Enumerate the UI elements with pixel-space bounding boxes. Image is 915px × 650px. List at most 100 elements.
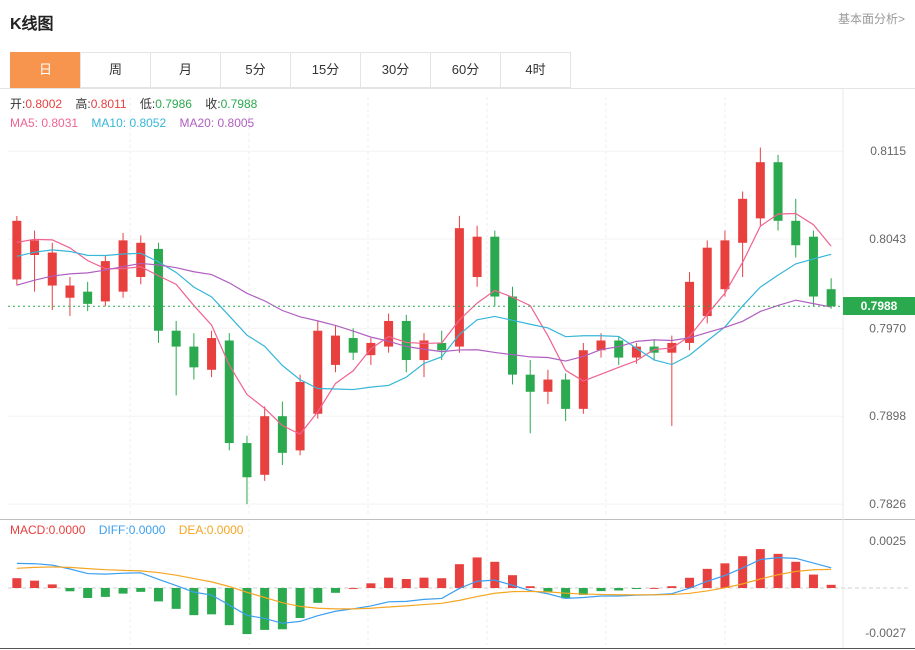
candle-body [384, 320, 394, 347]
tab-15min[interactable]: 15分 [290, 52, 361, 88]
candle-body [543, 379, 553, 392]
macd-histogram-bar [685, 577, 695, 588]
macd-histogram-bar [596, 588, 606, 592]
macd-histogram-bar [136, 588, 146, 592]
last-price-tag: 0.7988 [843, 297, 915, 316]
dea-value: 0.0000 [206, 523, 244, 537]
ma5-label: MA5: [10, 116, 39, 130]
tab-30min[interactable]: 30分 [360, 52, 431, 88]
tab-week[interactable]: 周 [80, 52, 151, 88]
macd-chart[interactable]: 0.0025 -0.0027 [0, 519, 915, 649]
macd-histogram-bar [118, 588, 128, 594]
close-label: 收: [205, 97, 221, 111]
tab-day[interactable]: 日 [10, 52, 81, 88]
tab-month[interactable]: 月 [150, 52, 221, 88]
interval-tabbar: 日 周 月 5分 15分 30分 60分 4时 [10, 52, 915, 88]
candle-body [578, 350, 588, 409]
macd-histogram-bar [330, 588, 340, 593]
macd-histogram-bar [508, 575, 518, 588]
macd-histogram-bar [153, 588, 163, 602]
candle-body [295, 382, 305, 451]
ma10-value: 0.8052 [129, 116, 167, 130]
macd-histogram-bar [47, 584, 57, 588]
candle-body [738, 198, 748, 243]
macd-label: MACD: [10, 523, 49, 537]
low-label: 低: [139, 97, 156, 111]
macd-histogram-bar [242, 588, 252, 635]
diff-label: DIFF: [98, 523, 129, 537]
macd-histogram-bar [808, 574, 818, 588]
macd-histogram-bar [791, 561, 801, 588]
ma20-line [16, 262, 832, 362]
candle-body [330, 335, 340, 365]
macd-histogram-bar [490, 561, 500, 588]
ma10-label: MA10: [91, 116, 127, 130]
price-axis-tick: 0.7898 [869, 409, 906, 423]
candle-body [401, 320, 411, 361]
candle-body [631, 346, 641, 358]
low-value: 0.7986 [155, 97, 192, 111]
price-axis-tick: 0.7970 [869, 321, 906, 335]
macd-histogram-bar [189, 588, 199, 616]
chart-area: 开:0.8002 高:0.8011 低:0.7986 收:0.7988 MA5:… [0, 88, 915, 649]
candle-body [100, 261, 110, 302]
macd-histogram-bar [12, 578, 22, 588]
candle-body [65, 285, 75, 298]
macd-histogram-bar [83, 588, 93, 598]
macd-histogram-bar [401, 579, 411, 588]
candle-body [12, 220, 22, 280]
open-value: 0.8002 [25, 97, 63, 111]
diff-value: 0.0000 [128, 523, 166, 537]
macd-histogram-bar [454, 564, 464, 588]
candle-body [277, 416, 287, 453]
price-axis-tick: 0.8043 [869, 232, 906, 246]
macd-histogram-bar [366, 583, 376, 588]
candle-body [808, 236, 818, 297]
close-value: 0.7988 [220, 97, 258, 111]
candle-body [47, 252, 57, 286]
candle-body [30, 240, 40, 256]
high-value: 0.8011 [90, 97, 127, 111]
macd-histogram-bar [348, 587, 358, 589]
page-title: K线图 [10, 16, 54, 33]
macd-histogram-bar [295, 588, 305, 618]
macd-histogram-bar [65, 588, 75, 592]
candle-body [826, 289, 836, 307]
tab-5min[interactable]: 5分 [220, 52, 291, 88]
candle-body [596, 340, 606, 351]
candle-body [136, 242, 146, 277]
macd-histogram-bar [207, 588, 217, 615]
ma20-label: MA20: [179, 116, 215, 130]
candle-body [720, 240, 730, 290]
macd-histogram-bar [667, 586, 677, 588]
tab-60min[interactable]: 60分 [430, 52, 501, 88]
candle-body [153, 248, 163, 331]
macd-histogram-bar [419, 577, 429, 588]
macd-histogram-bar [649, 587, 659, 589]
fundamental-analysis-link[interactable]: 基本面分析> [837, 12, 905, 26]
macd-axis-tick: 0.0025 [869, 534, 906, 548]
candle-body [189, 346, 199, 368]
macd-histogram-bar [755, 549, 765, 588]
ma5-line [16, 212, 832, 436]
candle-body [755, 162, 765, 219]
ma-readout: MA5: 0.8031 MA10: 0.8052 MA20: 0.8005 [10, 116, 264, 130]
ma10-line [16, 249, 832, 391]
header: K线图 基本面分析> [0, 0, 915, 36]
ma20-value: 0.8005 [217, 116, 255, 130]
candle-body [207, 338, 217, 370]
macd-histogram-bar [277, 588, 287, 630]
candlestick-chart[interactable]: 0.8115 0.8043 0.7970 0.7898 0.7826 [0, 89, 915, 519]
candle-body [224, 340, 234, 444]
candle-body [773, 162, 783, 221]
ohlc-readout: 开:0.8002 高:0.8011 低:0.7986 收:0.7988 [10, 95, 267, 112]
macd-histogram-bar [260, 588, 270, 630]
tab-4hour[interactable]: 4时 [500, 52, 571, 88]
macd-histogram-bar [313, 588, 323, 603]
candle-body [472, 236, 482, 277]
price-axis-tick: 0.8115 [870, 144, 906, 158]
candle-body [242, 443, 252, 478]
candle-body [348, 338, 358, 353]
macd-histogram-bar [543, 588, 553, 592]
